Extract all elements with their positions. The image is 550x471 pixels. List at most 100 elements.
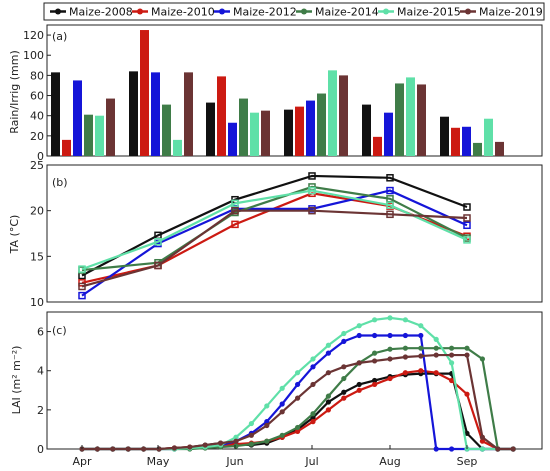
data-point: [449, 345, 455, 351]
bar: [162, 104, 171, 156]
data-point: [433, 446, 439, 452]
data-point: [325, 407, 331, 413]
data-point: [233, 443, 239, 449]
data-point: [248, 432, 254, 438]
legend-label: Maize-2015: [397, 6, 461, 19]
bar: [84, 114, 93, 156]
bar: [151, 72, 160, 156]
data-point: [341, 338, 347, 344]
data-point: [463, 203, 471, 211]
data-point: [402, 354, 408, 360]
panel-b-ytick-label: 10: [30, 296, 44, 309]
panel-c-frame: [46, 311, 543, 450]
data-point: [308, 206, 316, 215]
data-point: [248, 420, 254, 427]
bar: [51, 72, 60, 156]
data-point: [387, 315, 393, 321]
legend-marker: [465, 8, 471, 15]
data-point: [156, 446, 162, 452]
series-line: [81, 189, 468, 271]
data-point: [308, 186, 316, 195]
panel-a-ytick-label: 80: [30, 69, 44, 82]
series-line: [81, 209, 468, 288]
legend-label: Maize-2010: [151, 6, 215, 19]
data-point: [325, 370, 331, 376]
panel-a-ytick-label: 100: [23, 49, 44, 62]
panel-a-ytick-label: 120: [23, 29, 44, 42]
data-point: [125, 446, 131, 452]
data-point: [449, 352, 455, 358]
panel-c-ytick-label: 2: [37, 404, 44, 417]
panel-c-ylabel: LAI (m² m⁻²): [10, 346, 23, 415]
data-point: [479, 446, 485, 452]
legend-marker: [383, 8, 389, 15]
panel-a-label: (a): [52, 30, 67, 43]
data-point: [372, 381, 378, 388]
bar: [473, 142, 482, 156]
bar: [440, 116, 449, 156]
data-point: [479, 438, 485, 444]
data-point: [78, 291, 86, 300]
data-point: [310, 419, 316, 425]
legend-label: Maize-2019: [479, 6, 543, 19]
data-point: [449, 446, 455, 452]
data-point: [341, 395, 347, 401]
panel-c-xtick-label: Aug: [379, 455, 400, 468]
data-point: [387, 356, 393, 362]
legend-marker: [55, 8, 61, 15]
data-point: [402, 317, 408, 323]
bar: [184, 72, 193, 156]
bar: [462, 126, 471, 156]
data-point: [279, 432, 285, 438]
data-point: [464, 391, 470, 397]
data-point: [433, 370, 439, 376]
legend-marker: [137, 8, 143, 15]
bar: [417, 84, 426, 156]
bar: [306, 100, 315, 156]
data-point: [231, 199, 239, 208]
data-point: [295, 370, 301, 376]
data-point: [325, 342, 331, 348]
panel-a-ytick-label: 60: [30, 90, 44, 103]
bar: [129, 71, 138, 156]
data-point: [295, 424, 301, 431]
panel-c-ytick-label: 0: [37, 443, 44, 456]
data-point: [479, 434, 485, 440]
data-point: [248, 441, 254, 447]
legend-label: Maize-2012: [233, 6, 297, 19]
panel-b-label: (b): [52, 176, 68, 189]
panel-a-ytick-label: 40: [30, 110, 44, 123]
bar: [373, 136, 382, 156]
data-point: [154, 237, 162, 246]
data-point: [372, 358, 378, 364]
bar: [73, 80, 82, 156]
legend-marker: [219, 8, 225, 15]
bar: [106, 98, 115, 156]
panel-c-ytick-label: 4: [37, 365, 44, 378]
bar: [339, 75, 348, 156]
data-point: [295, 428, 301, 434]
data-point: [433, 345, 439, 351]
data-point: [402, 370, 408, 376]
data-point: [463, 236, 471, 244]
bar: [295, 106, 304, 156]
data-point: [295, 395, 301, 401]
data-point: [386, 210, 394, 219]
panel-c-xtick-label: Jul: [304, 455, 318, 468]
panel-c-lai: (c) LAI (m² m⁻²) 0 2 4 6 Apr May Jun Jul Aug Sep: [10, 311, 543, 468]
data-point: [231, 206, 239, 215]
data-point: [372, 317, 378, 323]
panel-c-xtick-label: Jun: [225, 455, 243, 468]
panel-b-ytick-label: 25: [30, 159, 44, 172]
data-point: [372, 350, 378, 356]
data-point: [464, 352, 470, 358]
panel-b-ytick-label: 15: [30, 250, 44, 263]
series-line: [81, 174, 468, 277]
data-point: [463, 221, 471, 230]
data-point: [279, 401, 285, 407]
legend-label: Maize-2014: [315, 6, 379, 19]
data-point: [372, 377, 378, 384]
data-point: [94, 446, 100, 452]
data-point: [154, 261, 162, 270]
legend-label: Maize-2008: [69, 6, 133, 19]
